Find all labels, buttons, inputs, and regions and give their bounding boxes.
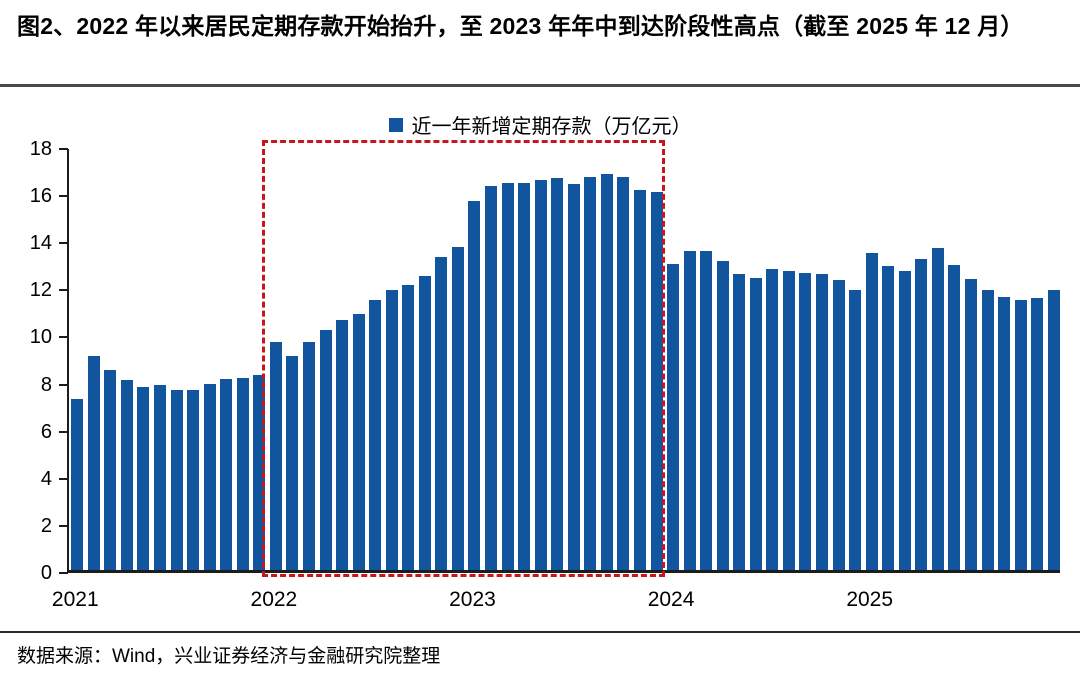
x-tick-label-2024: 2024: [647, 588, 695, 611]
y-tick-label-4: 4: [40, 467, 52, 490]
source-text: 数据来源：Wind，兴业证券经济与金融研究院整理: [17, 646, 441, 667]
bar-2023-12: [650, 191, 663, 570]
bar-2024-01: [667, 263, 680, 570]
bar-2022-11: [435, 256, 448, 570]
bar-2024-09: [799, 273, 812, 570]
highlight-box: [261, 140, 665, 577]
bar-2025-07: [964, 279, 977, 570]
bar-2023-05: [534, 180, 547, 570]
y-tick-label-2: 2: [40, 514, 52, 537]
bar-2023-02: [485, 186, 498, 570]
y-tick-mark: [59, 430, 68, 433]
figure-title: 图2、2022 年以来居民定期存款开始抬升，至 2023 年年中到达阶段性高点（…: [17, 13, 1024, 39]
legend: 近一年新增定期存款（万亿元）: [0, 110, 1080, 139]
bar-2021-03: [104, 369, 117, 570]
bar-2025-11: [1031, 297, 1044, 570]
y-tick-label-16: 16: [29, 185, 52, 208]
y-tick-mark: [59, 572, 68, 574]
source-divider: [0, 631, 1080, 633]
bar-2022-10: [418, 275, 431, 570]
bar-2025-04: [915, 259, 928, 570]
bar-2022-04: [319, 329, 332, 570]
bar-2024-08: [782, 270, 795, 570]
bar-2021-05: [137, 387, 150, 570]
bar-2023-06: [551, 177, 564, 570]
y-tick-mark: [59, 289, 68, 292]
bar-2025-10: [1014, 300, 1027, 570]
bar-2024-04: [716, 261, 729, 570]
x-tick-label-2023: 2023: [449, 588, 496, 611]
bar-2022-06: [352, 314, 365, 570]
y-tick-label-6: 6: [40, 420, 52, 443]
bar-2021-02: [87, 355, 100, 570]
bar-2021-09: [203, 383, 216, 570]
bar-2025-02: [882, 266, 895, 570]
legend-square-icon: [388, 117, 403, 132]
y-tick-label-12: 12: [29, 279, 52, 302]
bar-2021-01: [71, 399, 84, 570]
bar-2023-11: [633, 189, 646, 570]
bar-2024-12: [849, 289, 862, 570]
bar-2024-02: [683, 250, 696, 570]
y-tick-mark: [59, 195, 68, 198]
bar-2021-04: [120, 380, 133, 570]
bar-2022-05: [336, 320, 349, 570]
bar-2025-09: [998, 296, 1011, 570]
bar-2021-06: [154, 385, 167, 570]
bar-2023-04: [518, 182, 531, 570]
bar-2021-08: [187, 389, 200, 570]
bar-2022-07: [369, 300, 382, 570]
bar-2022-09: [402, 284, 415, 570]
bar-2023-09: [600, 174, 613, 570]
bar-2021-07: [170, 389, 183, 570]
bar-2022-02: [286, 355, 299, 570]
bar-2025-12: [1047, 289, 1060, 570]
legend-label: 近一年新增定期存款（万亿元）: [411, 116, 692, 138]
bar-2023-01: [468, 201, 481, 570]
bar-2024-05: [733, 274, 746, 570]
bar-2023-10: [617, 176, 630, 570]
y-tick-label-18: 18: [29, 138, 52, 160]
bar-2023-08: [584, 176, 597, 570]
bar-2021-10: [220, 379, 233, 570]
bar-2022-03: [302, 341, 315, 570]
y-tick-mark: [59, 383, 68, 386]
y-tick-label-14: 14: [29, 232, 52, 255]
x-tick-label-2022: 2022: [250, 588, 298, 611]
bar-2024-06: [749, 277, 762, 570]
bar-2025-01: [865, 253, 878, 570]
bar-2024-07: [766, 268, 779, 570]
bar-2022-01: [269, 341, 282, 570]
x-tick-label-2025: 2025: [846, 588, 894, 611]
bar-2025-03: [898, 270, 911, 570]
y-tick-label-0: 0: [40, 562, 52, 584]
y-tick-mark: [59, 336, 68, 339]
y-tick-mark: [59, 524, 68, 527]
bar-2021-11: [236, 378, 249, 570]
y-tick-mark: [59, 242, 68, 245]
x-tick-label-2021: 2021: [51, 588, 99, 611]
bar-2025-05: [931, 248, 944, 570]
bar-2022-12: [451, 247, 464, 570]
bar-2024-10: [816, 274, 829, 570]
y-tick-label-8: 8: [40, 373, 52, 396]
bar-2025-08: [981, 289, 994, 570]
y-tick-mark: [59, 148, 68, 150]
bar-2024-11: [832, 280, 845, 570]
bar-2023-07: [567, 183, 580, 570]
title-divider: [0, 84, 1080, 87]
bar-2025-06: [948, 264, 961, 570]
y-tick-mark: [59, 477, 68, 480]
bar-2024-03: [700, 250, 713, 570]
bar-2023-03: [501, 182, 514, 570]
bar-2022-08: [385, 289, 398, 570]
bar-chart-plot: [67, 149, 1060, 573]
y-tick-label-10: 10: [29, 326, 52, 349]
